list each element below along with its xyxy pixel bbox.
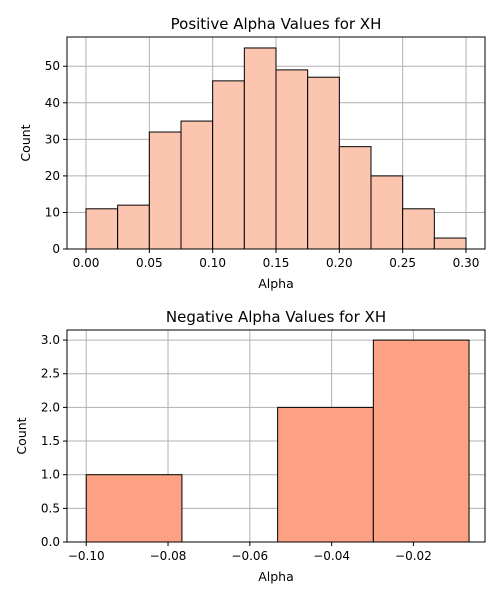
histogram-bar xyxy=(402,208,435,250)
x-tick-label: −0.08 xyxy=(150,549,187,563)
x-axis-label: Alpha xyxy=(258,569,294,584)
histogram-bar xyxy=(243,47,277,250)
y-axis-label: Count xyxy=(18,124,33,161)
x-tick-label: −0.02 xyxy=(395,549,432,563)
y-tick-label: 30 xyxy=(45,132,60,146)
plot-frame xyxy=(66,329,486,543)
x-tick-label: 0.20 xyxy=(326,256,353,270)
y-tick-label: 1.5 xyxy=(41,434,60,448)
x-tick-label: 0.05 xyxy=(136,256,163,270)
y-tick-label: 0.5 xyxy=(41,501,60,515)
chart-title: Negative Alpha Values for XH xyxy=(166,308,386,326)
histogram-bar xyxy=(117,204,150,250)
x-axis-label: Alpha xyxy=(258,276,294,291)
x-tick-label: −0.04 xyxy=(313,549,350,563)
y-tick-label: 3.0 xyxy=(41,333,60,347)
y-tick-label: 10 xyxy=(45,205,60,219)
x-tick-label: −0.06 xyxy=(231,549,268,563)
axes: 0.00 0.05 0.10 0.15 0.20 0.25 0.30 0 10 20 30 40 50 xyxy=(45,36,486,270)
axes: −0.10 −0.08 −0.06 −0.04 −0.02 0.0 0.5 1.0 1.5 2.0… xyxy=(41,329,486,563)
y-tick-label: 2.5 xyxy=(41,367,60,381)
x-tick-label: 0.15 xyxy=(263,256,290,270)
histogram-bar xyxy=(433,237,467,250)
x-tick-label: 0.10 xyxy=(199,256,226,270)
histogram-bar xyxy=(277,406,374,543)
y-tick-label: 0 xyxy=(52,242,60,256)
y-tick-label: 0.0 xyxy=(41,535,60,549)
x-tick-label: 0.30 xyxy=(453,256,480,270)
y-axis-label: Count xyxy=(14,417,29,454)
x-tick-label: 0.25 xyxy=(389,256,416,270)
histogram-bar xyxy=(148,131,182,250)
histogram-bar xyxy=(212,80,245,250)
bars xyxy=(85,339,470,543)
histogram-bar xyxy=(370,175,404,250)
positive-alpha-histogram: 0.00 0.05 0.10 0.15 0.20 0.25 0.3001020304050 … xyxy=(18,15,486,291)
bars xyxy=(85,47,467,250)
histogram-bar xyxy=(338,146,372,250)
histogram-bar xyxy=(275,69,309,250)
histogram-bar xyxy=(85,208,119,250)
y-tick-label: 1.0 xyxy=(41,468,60,482)
histogram-bar xyxy=(372,339,470,543)
y-tick-label: 2.0 xyxy=(41,400,60,414)
x-tick-label: −0.10 xyxy=(68,549,105,563)
negative-alpha-histogram: −0.10 −0.08 −0.06 −0.04 −0.02 0.0 0.5 1.0 1.5 2.0… xyxy=(14,308,486,584)
y-tick-label: 40 xyxy=(45,96,60,110)
y-tick-label: 50 xyxy=(45,59,60,73)
chart-title: Positive Alpha Values for XH xyxy=(171,15,382,33)
histogram-bar xyxy=(307,76,340,250)
plot-frame xyxy=(66,36,486,250)
histogram-bar xyxy=(85,474,183,543)
histogram-bar xyxy=(180,120,214,250)
x-tick-label: 0.00 xyxy=(73,256,100,270)
y-tick-label: 20 xyxy=(45,169,60,183)
